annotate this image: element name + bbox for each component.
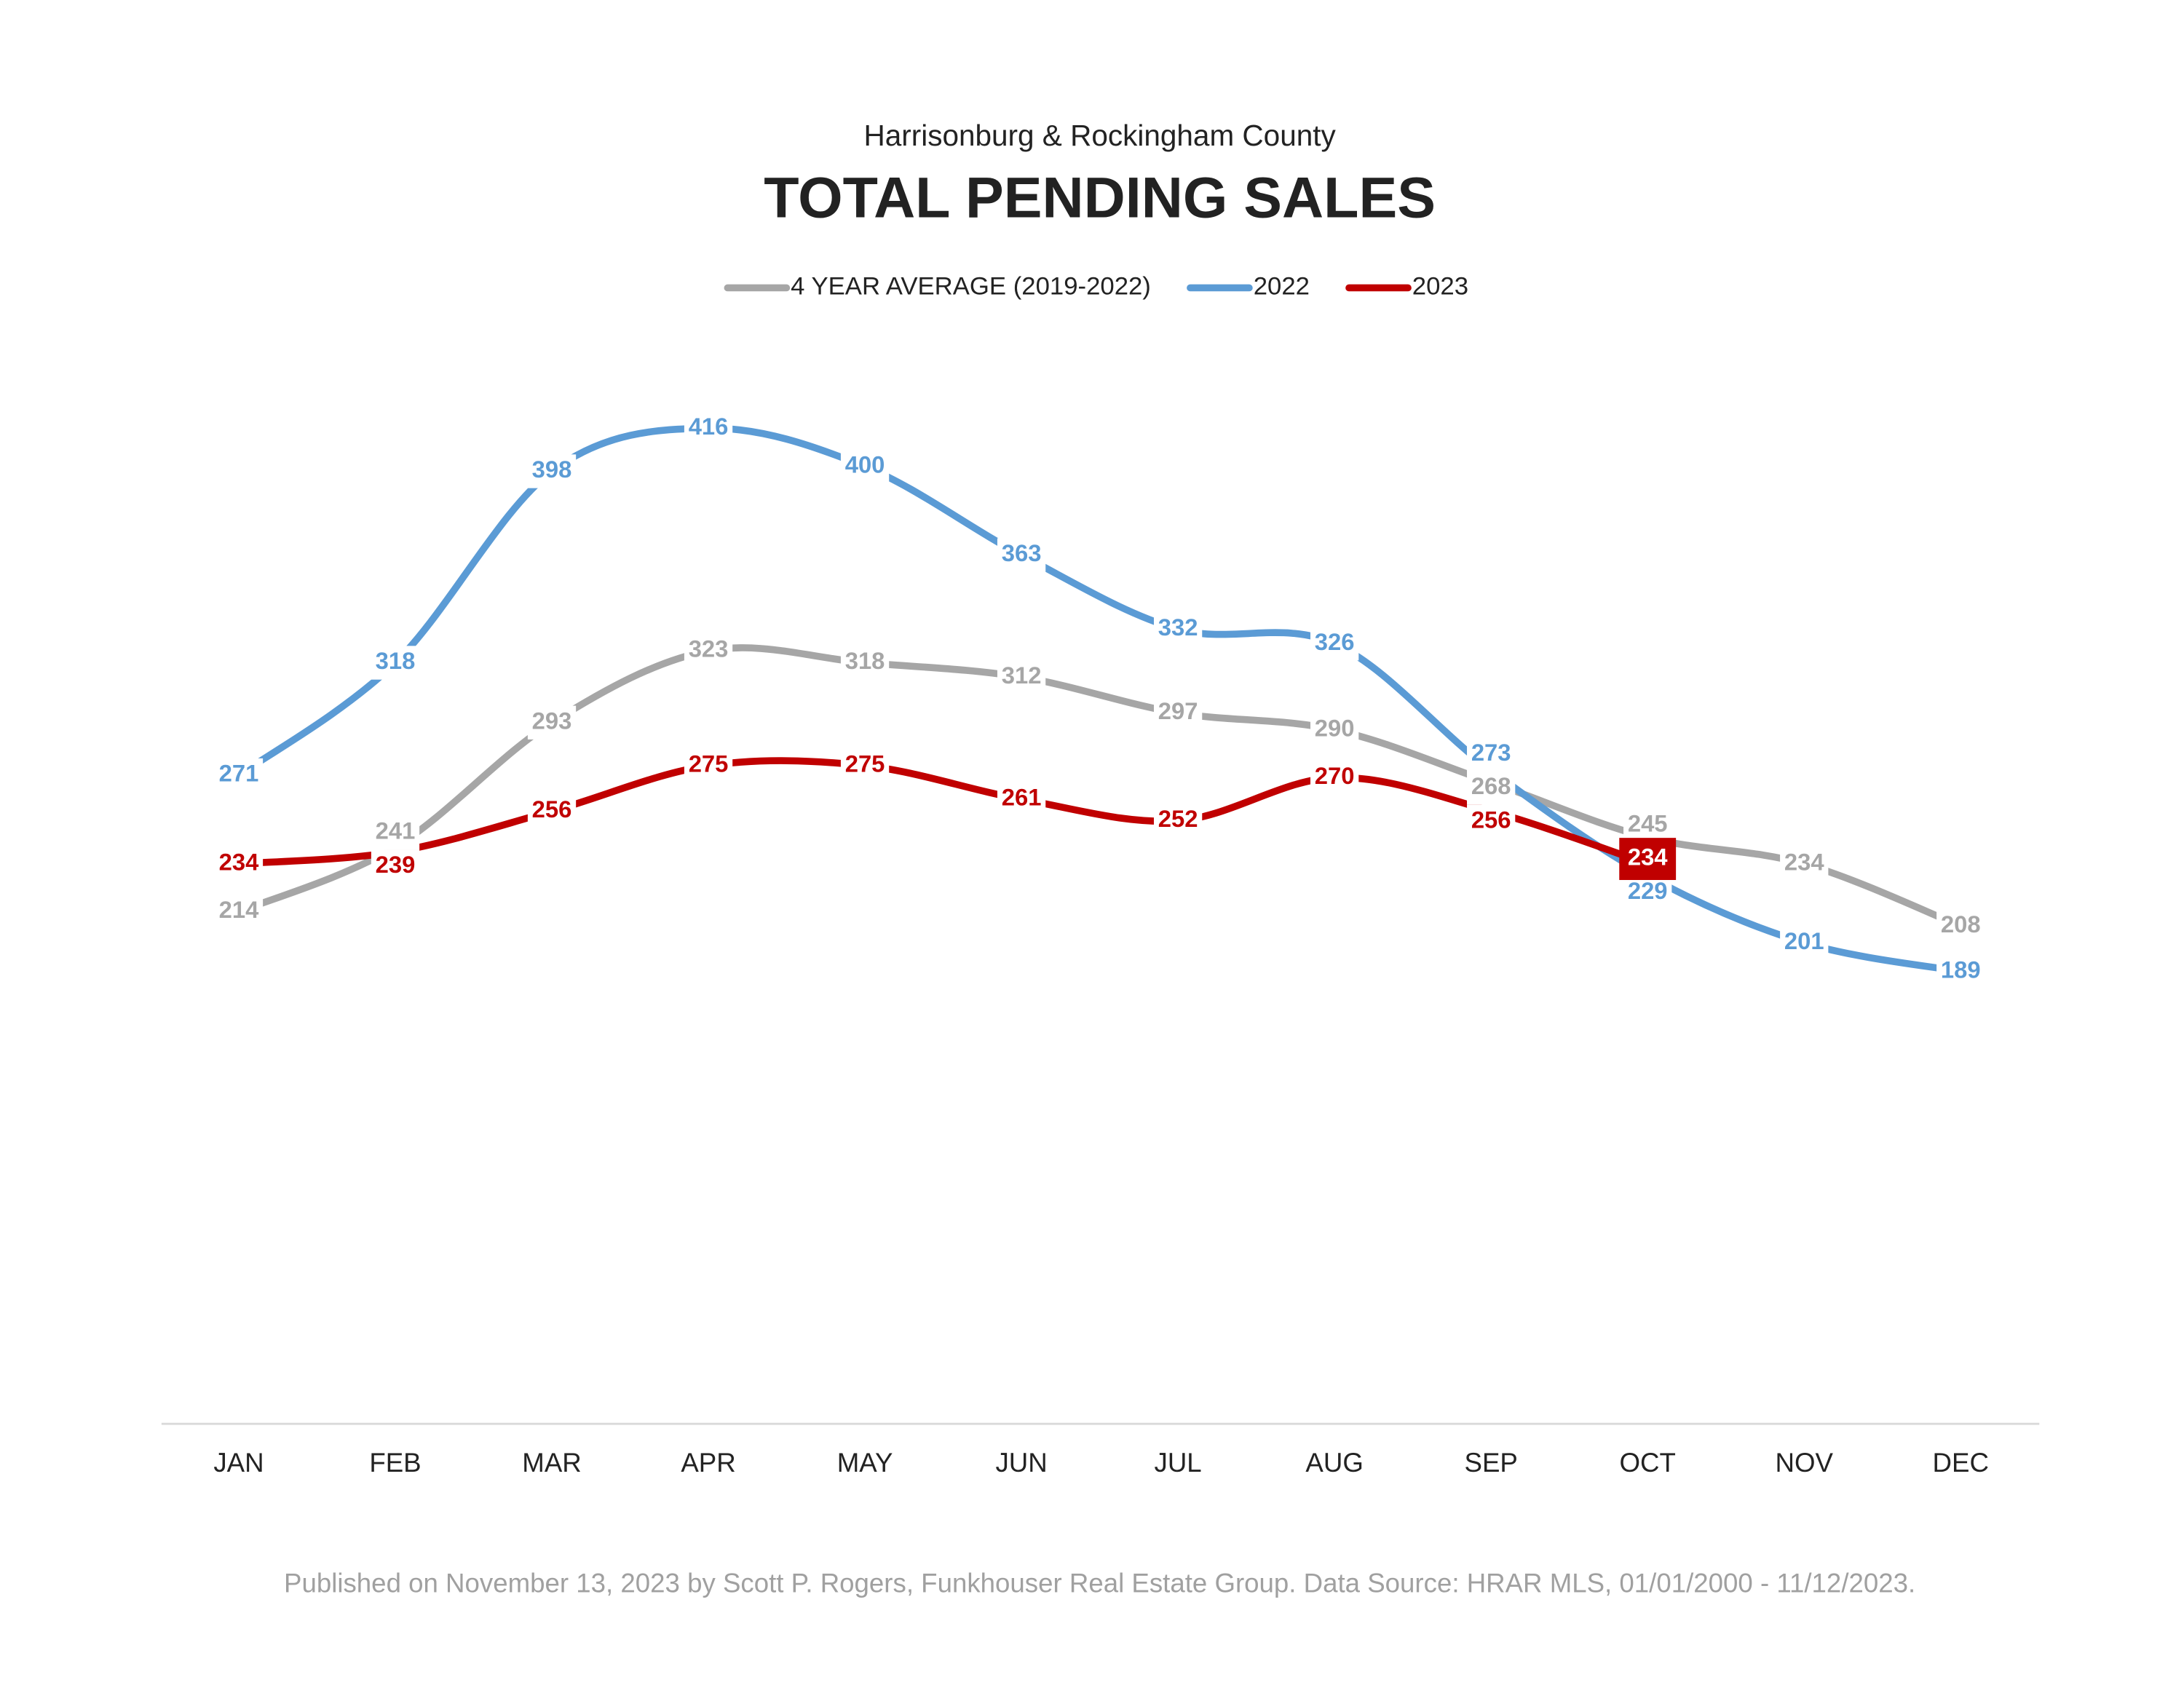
data-label: 318 [376, 647, 416, 674]
x-tick-label: AUG [1305, 1448, 1363, 1478]
data-label: 363 [1002, 539, 1042, 566]
label-bg [840, 449, 890, 484]
data-label: 234 [1628, 844, 1668, 871]
data-label: 256 [1471, 806, 1511, 833]
label-bg [527, 705, 577, 740]
data-label: 290 [1315, 714, 1355, 741]
x-tick-label: MAY [837, 1448, 893, 1478]
label-bg [684, 748, 733, 783]
label-bg [214, 758, 264, 793]
label-bg [1780, 926, 1829, 960]
label-bg [997, 660, 1046, 694]
label-bg [840, 748, 890, 783]
label-bg [1310, 713, 1359, 747]
data-label: 332 [1158, 614, 1198, 641]
data-label: 252 [1158, 805, 1198, 832]
data-label: 273 [1471, 739, 1511, 766]
data-label: 318 [845, 647, 885, 674]
label-bg [1467, 804, 1516, 839]
label-bg [527, 454, 577, 488]
data-label: 214 [219, 896, 259, 923]
data-label: 416 [689, 413, 729, 440]
data-label: 241 [376, 817, 416, 844]
data-label: 234 [219, 848, 259, 875]
data-label: 312 [1002, 662, 1042, 689]
x-tick-label: JAN [213, 1448, 264, 1478]
label-bg [1623, 808, 1672, 843]
label-bg [1780, 847, 1829, 881]
data-label: 234 [1784, 848, 1824, 875]
legend-label: 2023 [1412, 273, 1468, 301]
data-label: 270 [1315, 762, 1355, 789]
label-bg [997, 538, 1046, 572]
x-tick-label: OCT [1620, 1448, 1676, 1478]
label-bg [684, 633, 733, 668]
chart-subtitle: Harrisonburg & Rockingham County [863, 119, 1336, 152]
legend: 4 YEAR AVERAGE (2019-2022) 2022 2023 [724, 273, 1468, 301]
label-bg [371, 849, 420, 884]
x-tick-label: MAR [522, 1448, 581, 1478]
data-label: 239 [376, 851, 416, 878]
x-tick-label: FEB [369, 1448, 421, 1478]
legend-label: 4 YEAR AVERAGE (2019-2022) [791, 273, 1151, 301]
data-label: 326 [1315, 628, 1355, 655]
x-tick-label: DEC [1933, 1448, 1989, 1478]
label-bg [1153, 696, 1203, 730]
label-bg [684, 411, 733, 445]
data-label: 245 [1628, 810, 1668, 837]
data-label: 229 [1628, 877, 1668, 904]
data-label: 400 [845, 451, 885, 478]
series-line [235, 757, 1652, 868]
data-label: 189 [1941, 956, 1981, 983]
label-bg [371, 815, 420, 850]
data-label: 275 [845, 750, 885, 777]
data-label: 293 [532, 707, 572, 734]
label-bg [214, 847, 264, 881]
data-label: 208 [1941, 911, 1981, 937]
label-bg [1936, 909, 1985, 943]
label-bg [1936, 954, 1985, 988]
highlight-box [1619, 838, 1677, 881]
x-tick-label: APR [681, 1448, 735, 1478]
label-bg [1467, 771, 1516, 805]
footnote: Published on November 13, 2023 by Scott … [284, 1569, 1915, 1598]
legend-label: 2022 [1254, 273, 1310, 301]
data-label: 271 [219, 760, 259, 787]
data-label: 256 [532, 796, 572, 822]
label-bg [1310, 627, 1359, 661]
label-bg [214, 895, 264, 929]
data-label: 297 [1158, 697, 1198, 724]
label-bg [1310, 761, 1359, 795]
label-bg [997, 782, 1046, 817]
data-label: 398 [532, 456, 572, 483]
label-bg [1623, 876, 1672, 910]
label-bg [527, 794, 577, 828]
data-label: 275 [689, 750, 729, 777]
x-tick-label: SEP [1465, 1448, 1518, 1478]
label-bg [1153, 612, 1203, 646]
data-label: 268 [1471, 772, 1511, 799]
chart-title: TOTAL PENDING SALES [764, 165, 1436, 230]
label-bg [840, 646, 890, 680]
x-tick-label: JUL [1155, 1448, 1202, 1478]
label-bg [1467, 737, 1516, 772]
label-bg [1153, 804, 1203, 838]
data-label: 261 [1002, 784, 1042, 811]
data-label: 323 [689, 635, 729, 662]
label-bg [371, 646, 420, 680]
x-tick-label: JUN [995, 1448, 1047, 1478]
data-label: 201 [1784, 927, 1824, 954]
x-tick-label: NOV [1776, 1448, 1834, 1478]
